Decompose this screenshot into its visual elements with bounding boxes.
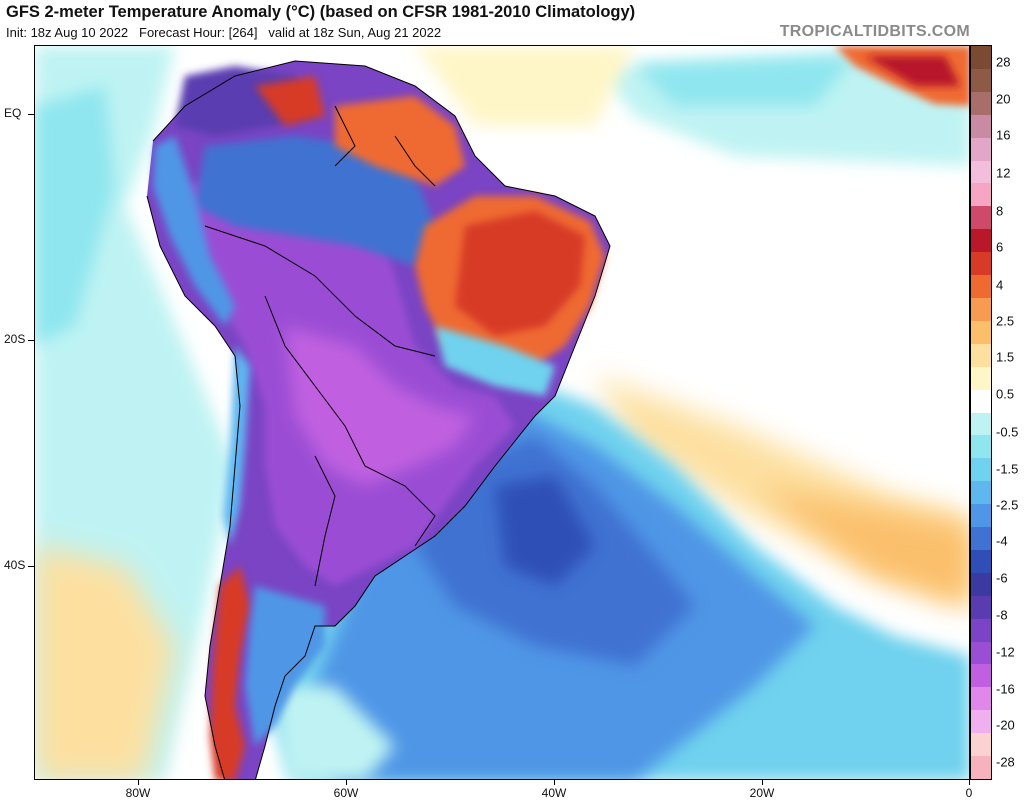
lon-tick-80w bbox=[138, 780, 139, 785]
colorbar-segment bbox=[971, 389, 991, 413]
africa-landmass bbox=[835, 46, 969, 106]
colorbar-segment bbox=[971, 320, 991, 344]
colorbar-label: -20 bbox=[996, 717, 1015, 733]
lat-label-20s: 20S bbox=[4, 332, 26, 346]
forecast-hour: Forecast Hour: [264] bbox=[139, 25, 258, 40]
lon-tick-40w bbox=[554, 780, 555, 785]
colorbar-segment bbox=[971, 687, 991, 711]
colorbar-label: 20 bbox=[996, 91, 1011, 107]
map-title: GFS 2-meter Temperature Anomaly (°C) (ba… bbox=[6, 3, 636, 21]
forecast-info: Init: 18z Aug 10 2022 Forecast Hour: [26… bbox=[6, 25, 441, 40]
lon-label-40w: 40W bbox=[541, 786, 567, 800]
init-time: Init: 18z Aug 10 2022 bbox=[6, 25, 129, 40]
southern-cyan-patch bbox=[275, 686, 395, 779]
lon-tick-60w bbox=[346, 780, 347, 785]
colorbar-segment bbox=[971, 297, 991, 321]
colorbar-segment bbox=[971, 343, 991, 367]
colorbar-segment bbox=[971, 229, 991, 253]
colorbar-segment bbox=[971, 481, 991, 505]
colorbar-label: 4 bbox=[996, 277, 1004, 293]
colorbar-label: -28 bbox=[996, 754, 1015, 770]
colorbar-segment bbox=[971, 733, 991, 757]
south-america-landmass bbox=[147, 61, 610, 779]
colorbar-segment bbox=[971, 68, 991, 92]
colorbar-segment bbox=[971, 572, 991, 596]
colorbar-segment bbox=[971, 412, 991, 436]
colorbar-label: -6 bbox=[996, 570, 1008, 586]
pacific-warm-patch bbox=[35, 546, 175, 779]
colorbar-label: -16 bbox=[996, 681, 1015, 697]
colorbar-segment bbox=[971, 206, 991, 230]
lat-tick-20s bbox=[28, 340, 34, 341]
colorbar-segment bbox=[971, 458, 991, 482]
temperature-anomaly-map bbox=[34, 45, 970, 780]
colorbar-labels: 28 20 16 12 8 6 4 2.5 1.5 0.5 -0.5 -1.5 -2.5 -4 -6 -8 -1… bbox=[996, 45, 1024, 780]
guiana-warm bbox=[335, 96, 465, 186]
colorbar-label: -2.5 bbox=[996, 497, 1019, 513]
north-atlantic-cyan-streak bbox=[635, 56, 855, 106]
interior-magenta bbox=[285, 326, 475, 486]
patagonia-blue bbox=[245, 586, 325, 746]
southern-andes-warm bbox=[210, 566, 250, 779]
colorbar-label: 6 bbox=[996, 239, 1004, 255]
colorbar-label: -1.5 bbox=[996, 461, 1019, 477]
lon-tick-20w bbox=[762, 780, 763, 785]
colorbar-segment bbox=[971, 549, 991, 573]
colorbar-legend bbox=[970, 45, 992, 780]
map-canvas bbox=[35, 46, 969, 779]
colorbar-segment bbox=[971, 366, 991, 390]
colorbar-label: 1.5 bbox=[996, 349, 1015, 365]
venezuela-red bbox=[255, 76, 325, 126]
lat-label-40s: 40S bbox=[4, 558, 26, 572]
country-borders bbox=[146, 60, 611, 779]
colorbar-segment bbox=[971, 91, 991, 115]
colorbar-segment bbox=[971, 137, 991, 161]
colorbar-segment bbox=[971, 664, 991, 688]
colorbar-segment bbox=[971, 160, 991, 184]
colorbar-label: 8 bbox=[996, 203, 1004, 219]
colorbar-segment bbox=[971, 618, 991, 642]
colorbar-label: 16 bbox=[996, 127, 1011, 143]
lon-label-20w: 20W bbox=[749, 786, 775, 800]
valid-time: valid at 18z Sun, Aug 21 2022 bbox=[268, 25, 442, 40]
colorbar-label: 28 bbox=[996, 54, 1011, 70]
northeast-brazil-red bbox=[455, 211, 585, 336]
caribbean-warm bbox=[415, 46, 635, 126]
colorbar-segment bbox=[971, 504, 991, 528]
colorbar-label: -8 bbox=[996, 607, 1008, 623]
africa-hot bbox=[865, 56, 960, 86]
colorbar-label: -12 bbox=[996, 644, 1015, 660]
lon-tick-0 bbox=[969, 780, 970, 785]
northern-andes-blue bbox=[153, 136, 235, 326]
colorbar-label: 12 bbox=[996, 165, 1011, 181]
colorbar-segment bbox=[971, 527, 991, 550]
brand-watermark: TROPICALTIDBITS.COM bbox=[779, 23, 970, 40]
colorbar-label: 2.5 bbox=[996, 313, 1015, 329]
colorbar-label: -0.5 bbox=[996, 424, 1019, 440]
colorbar-segment bbox=[971, 710, 991, 734]
amazon-blue bbox=[195, 136, 435, 266]
colorbar-segment bbox=[971, 435, 991, 459]
colorbar-label: 0.5 bbox=[996, 386, 1015, 402]
lon-label-0: 0 bbox=[965, 786, 973, 800]
colorbar-segment bbox=[971, 252, 991, 276]
colorbar-label: -4 bbox=[996, 533, 1008, 549]
pacific-cyan-patch bbox=[35, 86, 115, 346]
lon-label-60w: 60W bbox=[333, 786, 359, 800]
colorbar-segment bbox=[971, 275, 991, 298]
lat-tick-40s bbox=[28, 566, 34, 567]
colorbar-segment bbox=[971, 756, 991, 779]
lat-tick-eq bbox=[28, 114, 34, 115]
colorbar-segment bbox=[971, 183, 991, 207]
colorbar-segment bbox=[971, 641, 991, 665]
lon-label-80w: 80W bbox=[125, 786, 151, 800]
south-atlantic-cold-center bbox=[495, 476, 595, 586]
atlantic-warm-core bbox=[755, 486, 969, 606]
colorbar-segment bbox=[971, 595, 991, 619]
southeast-transition bbox=[435, 326, 555, 396]
colorbar-segment bbox=[971, 46, 991, 69]
lat-label-eq: EQ bbox=[4, 106, 22, 120]
colorbar-segment bbox=[971, 114, 991, 138]
